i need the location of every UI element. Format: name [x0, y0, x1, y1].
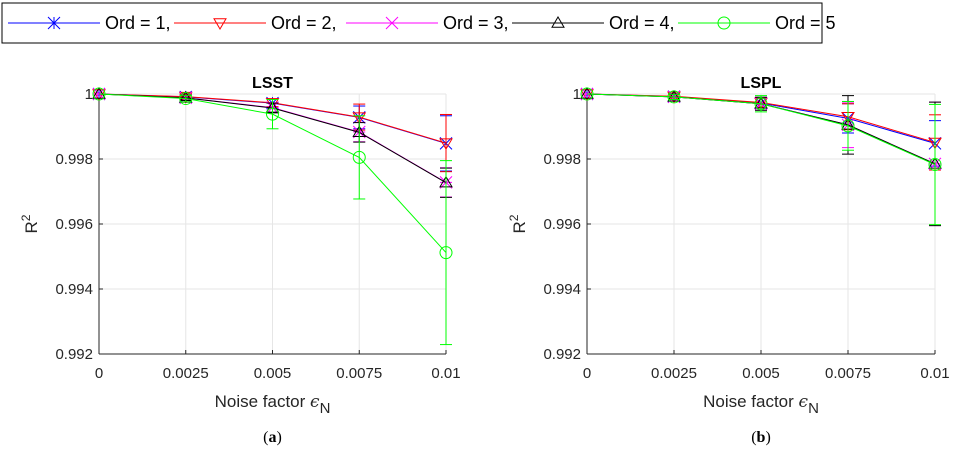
data-point	[667, 90, 681, 104]
data-point	[265, 98, 280, 110]
x-tick-label: 0.01	[920, 365, 949, 382]
data-point	[92, 87, 106, 99]
y-axis-label: R2	[19, 214, 41, 233]
data-point	[92, 87, 106, 101]
legend-label: Ord = 1,	[105, 13, 171, 33]
chart-lspl: 0 0.0025 0.005 0.0075 0.01 0.992 0.994 0.996 0.9…	[507, 75, 950, 446]
legend-label: Ord = 2,	[271, 13, 337, 33]
y-tick-label: 1	[573, 86, 581, 103]
x-tick-label: 0.01	[431, 365, 460, 382]
y-axis-label: R2	[507, 214, 529, 233]
y-tick-label: 1	[85, 86, 93, 103]
data-point	[439, 138, 453, 151]
data-point	[92, 89, 106, 101]
legend-marker	[385, 16, 399, 30]
data-point	[266, 107, 279, 121]
legend-marker	[213, 18, 227, 30]
data-point	[754, 97, 768, 111]
data-point	[352, 112, 367, 125]
y-tick-label: 0.996	[55, 216, 93, 233]
x-tick-label: 0	[583, 365, 591, 382]
x-tick-label: 0.0025	[651, 365, 697, 382]
x-tick-label: 0.005	[254, 365, 292, 382]
data-point	[580, 87, 594, 99]
data-point	[841, 119, 855, 133]
y-tick-label: 0.996	[543, 216, 581, 233]
chart-title: LSST	[252, 75, 293, 92]
y-tick-label: 0.992	[543, 346, 581, 363]
data-point	[580, 87, 594, 101]
x-axis-label: Noise factor ϵN	[215, 392, 331, 417]
data-point	[352, 150, 366, 164]
panel-label: (a)	[263, 429, 282, 446]
y-tick-label: 0.994	[55, 281, 93, 298]
legend-marker	[717, 16, 731, 30]
series-line	[586, 93, 936, 165]
data-point	[667, 89, 681, 102]
legend-label: Ord = 3,	[443, 13, 509, 33]
data-point	[580, 89, 594, 101]
series-5	[92, 87, 453, 346]
legend-label: Ord = 4,	[609, 13, 675, 33]
x-tick-label: 0	[95, 365, 103, 382]
legend-entry: Ord = 5	[678, 13, 836, 33]
chart-title: LSPL	[741, 75, 782, 92]
chart-lsst: 0 0.0025 0.005 0.0075 0.01 0.992 0.994 0.996 0.9…	[19, 75, 461, 446]
legend-entry: Ord = 4,	[512, 13, 675, 33]
x-tick-label: 0.0075	[825, 365, 871, 382]
panel-label: (b)	[751, 429, 771, 446]
legend-marker	[47, 16, 61, 30]
x-tick-label: 0.0075	[336, 365, 382, 382]
legend-entry: Ord = 2,	[174, 13, 337, 33]
data-point	[179, 92, 193, 106]
legend-entry: Ord = 1,	[8, 13, 171, 33]
series-line	[98, 93, 447, 253]
legend: Ord = 1, Ord = 2, Ord = 3, Ord = 4, Ord = 5	[1, 2, 836, 44]
legend-entry: Ord = 3,	[346, 13, 509, 33]
legend-label: Ord = 5	[775, 13, 836, 33]
y-tick-label: 0.998	[543, 151, 581, 168]
legend-marker	[551, 16, 565, 28]
data-point	[439, 246, 453, 260]
series-5	[580, 87, 942, 226]
y-tick-label: 0.992	[55, 346, 93, 363]
y-tick-label: 0.998	[55, 151, 93, 168]
data-point	[928, 158, 942, 172]
x-tick-label: 0.005	[742, 365, 780, 382]
x-tick-label: 0.0025	[163, 365, 209, 382]
x-axis-label: Noise factor ϵN	[703, 392, 819, 417]
y-tick-label: 0.994	[543, 281, 581, 298]
